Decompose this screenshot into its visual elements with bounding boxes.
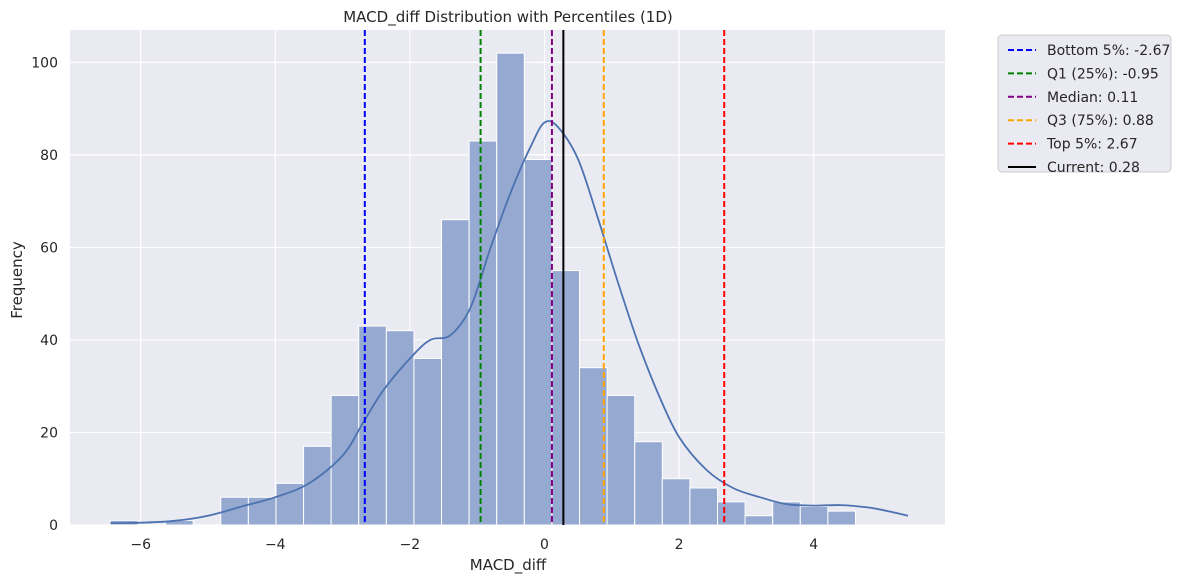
x-tick-label: −4 xyxy=(265,537,286,553)
legend: Bottom 5%: -2.67 Q1 (25%): -0.95 Median: 0… xyxy=(997,34,1172,176)
x-tick-label: 2 xyxy=(675,537,684,553)
x-tick-label: −6 xyxy=(130,537,151,553)
y-tick-label: 20 xyxy=(40,425,58,441)
y-axis-label: Frequency xyxy=(8,241,26,319)
x-tick-label: 4 xyxy=(809,537,818,553)
histogram-bar xyxy=(634,441,663,526)
legend-label: Current: 0.28 xyxy=(1047,160,1140,176)
y-tick-label: 80 xyxy=(40,148,58,164)
chart-title: MACD_diff Distribution with Percentiles … xyxy=(343,8,673,27)
x-axis-label: MACD_diff xyxy=(470,556,547,575)
histogram-bar xyxy=(441,219,470,526)
histogram-bar xyxy=(303,445,332,526)
histogram-bar xyxy=(799,505,829,526)
histogram-bar xyxy=(827,510,856,526)
legend-label: Top 5%: 2.67 xyxy=(1046,137,1138,153)
histogram-bars xyxy=(109,52,856,526)
histogram-bar xyxy=(551,270,581,526)
histogram-bar xyxy=(413,357,443,526)
histogram-bar xyxy=(496,52,525,526)
legend-label: Median: 0.11 xyxy=(1047,90,1138,106)
histogram-bar xyxy=(689,487,719,526)
legend-label: Bottom 5%: -2.67 xyxy=(1047,43,1170,59)
x-tick-label: −2 xyxy=(400,537,421,553)
histogram-bar xyxy=(468,140,498,526)
y-tick-label: 60 xyxy=(40,240,58,256)
histogram-bar xyxy=(523,159,553,526)
histogram-bar xyxy=(330,394,360,526)
legend-label: Q3 (75%): 0.88 xyxy=(1047,113,1154,129)
y-tick-label: 40 xyxy=(40,333,58,349)
histogram-bar xyxy=(717,501,746,526)
histogram-bar xyxy=(358,325,387,526)
legend-box xyxy=(997,34,1172,173)
percentile-lines xyxy=(363,30,726,525)
kde-curve xyxy=(110,120,909,524)
x-tick-label: 0 xyxy=(540,537,549,553)
legend-label: Q1 (25%): -0.95 xyxy=(1047,66,1159,82)
histogram-bar xyxy=(275,482,305,526)
y-tick-label: 100 xyxy=(31,55,58,71)
histogram-bar xyxy=(606,394,636,526)
kde-curve-group xyxy=(110,120,909,524)
histogram-bar xyxy=(385,330,415,526)
histogram-bar xyxy=(579,367,608,526)
histogram-bar xyxy=(661,478,691,526)
y-tick-label: 0 xyxy=(49,518,58,534)
histogram-bar xyxy=(744,515,774,526)
